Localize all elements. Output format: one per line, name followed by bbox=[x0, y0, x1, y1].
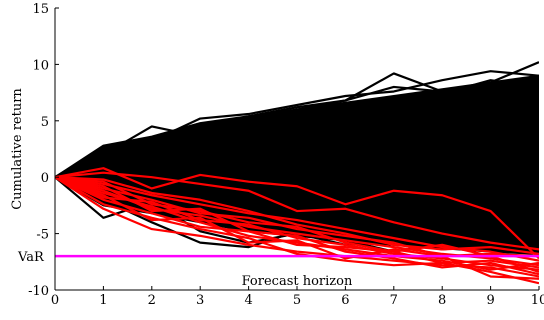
red-path-4 bbox=[55, 176, 539, 271]
x-tick-label-3: 3 bbox=[196, 293, 204, 308]
x-axis-title: Forecast horizon bbox=[242, 274, 353, 289]
x-tick-label-6: 6 bbox=[341, 293, 349, 308]
y-tick-label-4: 10 bbox=[32, 58, 49, 73]
black-path-5 bbox=[55, 176, 539, 255]
x-tick-label-8: 8 bbox=[438, 293, 446, 308]
x-tick-label-9: 9 bbox=[486, 293, 494, 308]
y-axis-title: Cumulative return bbox=[10, 88, 25, 210]
y-tick-label-0: -10 bbox=[28, 284, 49, 299]
x-tick-label-5: 5 bbox=[293, 293, 301, 308]
x-tick-label-7: 7 bbox=[390, 293, 398, 308]
black-path-1 bbox=[55, 70, 539, 179]
y-tick-label-3: 5 bbox=[41, 115, 49, 130]
x-tick-label-4: 4 bbox=[244, 293, 252, 308]
x-tick-label-10: 10 bbox=[531, 293, 544, 308]
x-tick-label-0: 0 bbox=[51, 293, 59, 308]
y-tick-label-1: -5 bbox=[36, 228, 49, 243]
red-path-12 bbox=[55, 176, 539, 280]
plot-area bbox=[55, 61, 539, 285]
black-path-3 bbox=[55, 79, 539, 179]
var-label: VaR bbox=[17, 250, 45, 265]
x-tick-label-1: 1 bbox=[99, 293, 107, 308]
y-tick-label-2: 0 bbox=[41, 171, 49, 186]
red-path-8 bbox=[55, 176, 539, 278]
x-tick-label-2: 2 bbox=[148, 293, 156, 308]
red-path-13 bbox=[55, 176, 539, 273]
red-path-0 bbox=[55, 167, 539, 260]
y-tick-label-5: 15 bbox=[32, 2, 49, 17]
red-path-1 bbox=[55, 171, 539, 251]
